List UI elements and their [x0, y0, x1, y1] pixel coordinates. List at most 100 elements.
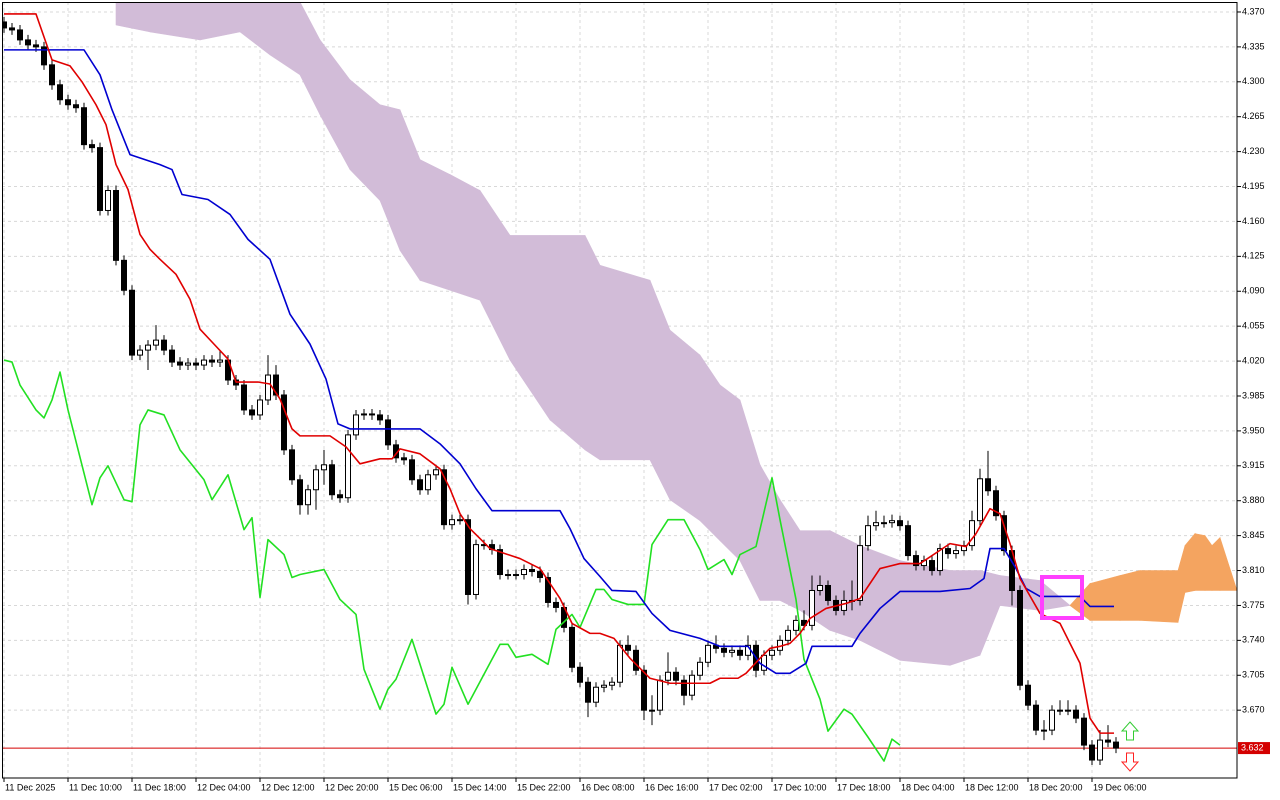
candle-body: [1033, 704, 1039, 731]
candle-body: [953, 550, 959, 555]
cloud-segment: [239, 2, 271, 56]
candle-body: [937, 548, 943, 572]
candle-body: [369, 413, 375, 416]
candle-body: [433, 469, 439, 476]
candle-body: [865, 525, 871, 547]
cloud-segment: [149, 2, 201, 41]
candle-body: [665, 671, 671, 681]
candle-body: [609, 681, 615, 686]
indicator-line: [4, 49, 1114, 675]
candle-body: [217, 359, 223, 363]
cloud-segment: [1204, 534, 1213, 591]
candle-body: [593, 686, 599, 703]
cloud-segment: [859, 545, 901, 661]
candle-body: [1073, 709, 1079, 719]
candle-body: [1017, 589, 1023, 686]
cloud-segment: [829, 530, 861, 641]
last-price-box: [1238, 742, 1270, 755]
cloud-segment: [269, 2, 301, 76]
y-tick-label: 3.670: [1242, 705, 1265, 715]
candle-body: [825, 584, 831, 601]
x-tick-label: 18 Dec 12:00: [965, 782, 1019, 792]
candle-body: [809, 589, 815, 626]
candle-body: [769, 649, 775, 656]
candle-body: [1057, 709, 1063, 712]
candle-body: [721, 647, 727, 653]
candle-body: [177, 361, 183, 366]
candle-body: [649, 709, 655, 712]
x-tick-label: 16 Dec 08:00: [581, 782, 635, 792]
candle-body: [265, 374, 271, 401]
candle-body: [57, 84, 63, 101]
candle-body: [457, 519, 463, 522]
candle-body: [1081, 717, 1087, 746]
candle-body: [321, 464, 327, 471]
cloud-segment: [719, 384, 741, 562]
candle-body: [65, 99, 71, 106]
candle-body: [841, 599, 847, 611]
x-tick-label: 11 Dec 18:00: [133, 782, 186, 792]
candle-body: [153, 339, 159, 346]
candle-body: [273, 374, 279, 396]
y-tick-label: 4.055: [1242, 321, 1265, 331]
candle-body: [241, 384, 247, 411]
candle-body: [425, 474, 431, 491]
candle-body: [257, 399, 263, 416]
candle-body: [41, 46, 47, 66]
candle-body: [977, 478, 983, 522]
candle-body: [761, 654, 767, 671]
y-tick-label: 3.845: [1242, 530, 1265, 540]
candle-body: [985, 478, 991, 492]
candle-body: [993, 490, 999, 517]
candle-body: [881, 522, 887, 525]
cloud-segment: [549, 235, 586, 451]
candle-body: [785, 629, 791, 641]
plot-area: [2, 2, 1237, 766]
candle-body: [1113, 741, 1119, 749]
candle-body: [553, 601, 559, 608]
candle-body: [465, 519, 471, 595]
candle-body: [1105, 739, 1111, 743]
candle-body: [385, 419, 391, 446]
cloud-segment: [599, 264, 651, 461]
candle-body: [417, 479, 423, 491]
candle-body: [737, 649, 743, 656]
indicator-line: [3, 359, 901, 762]
candle-body: [705, 644, 711, 663]
y-tick-label: 3.880: [1242, 495, 1265, 505]
candle-body: [337, 494, 343, 499]
indicator-line: [4, 13, 1114, 734]
candle-body: [1049, 709, 1055, 731]
cloud-segment: [1119, 570, 1141, 621]
candle-body: [913, 555, 919, 567]
indicator-lines: [3, 13, 1114, 762]
candle-body: [105, 190, 111, 211]
ichimoku-cloud: [115, 2, 1237, 666]
candle-body: [969, 520, 975, 547]
candle-body: [145, 344, 151, 351]
cloud-segment: [699, 354, 721, 542]
candle-body: [89, 144, 95, 149]
candle-body: [729, 649, 735, 653]
cloud-segment: [584, 235, 601, 461]
candle-body: [697, 661, 703, 676]
y-tick-label: 3.705: [1242, 670, 1265, 680]
candle-body: [585, 681, 591, 703]
buy-arrow: [1120, 721, 1140, 741]
candle-body: [113, 190, 119, 261]
x-tick-label: 12 Dec 04:00: [197, 782, 251, 792]
candle-body: [521, 569, 527, 576]
y-tick-label: 4.020: [1242, 355, 1265, 365]
candle-body: [345, 434, 351, 499]
candle-body: [185, 362, 191, 366]
candle-body: [673, 671, 679, 681]
y-tick-label: 4.090: [1242, 286, 1265, 296]
candle-body: [97, 147, 103, 211]
candle-body: [681, 679, 687, 696]
x-tick-label: 16 Dec 16:00: [645, 782, 699, 792]
cloud-segment: [1139, 570, 1179, 623]
candle-body: [497, 549, 503, 576]
y-tick-label: 4.265: [1242, 111, 1265, 121]
candle-body: [73, 104, 79, 109]
